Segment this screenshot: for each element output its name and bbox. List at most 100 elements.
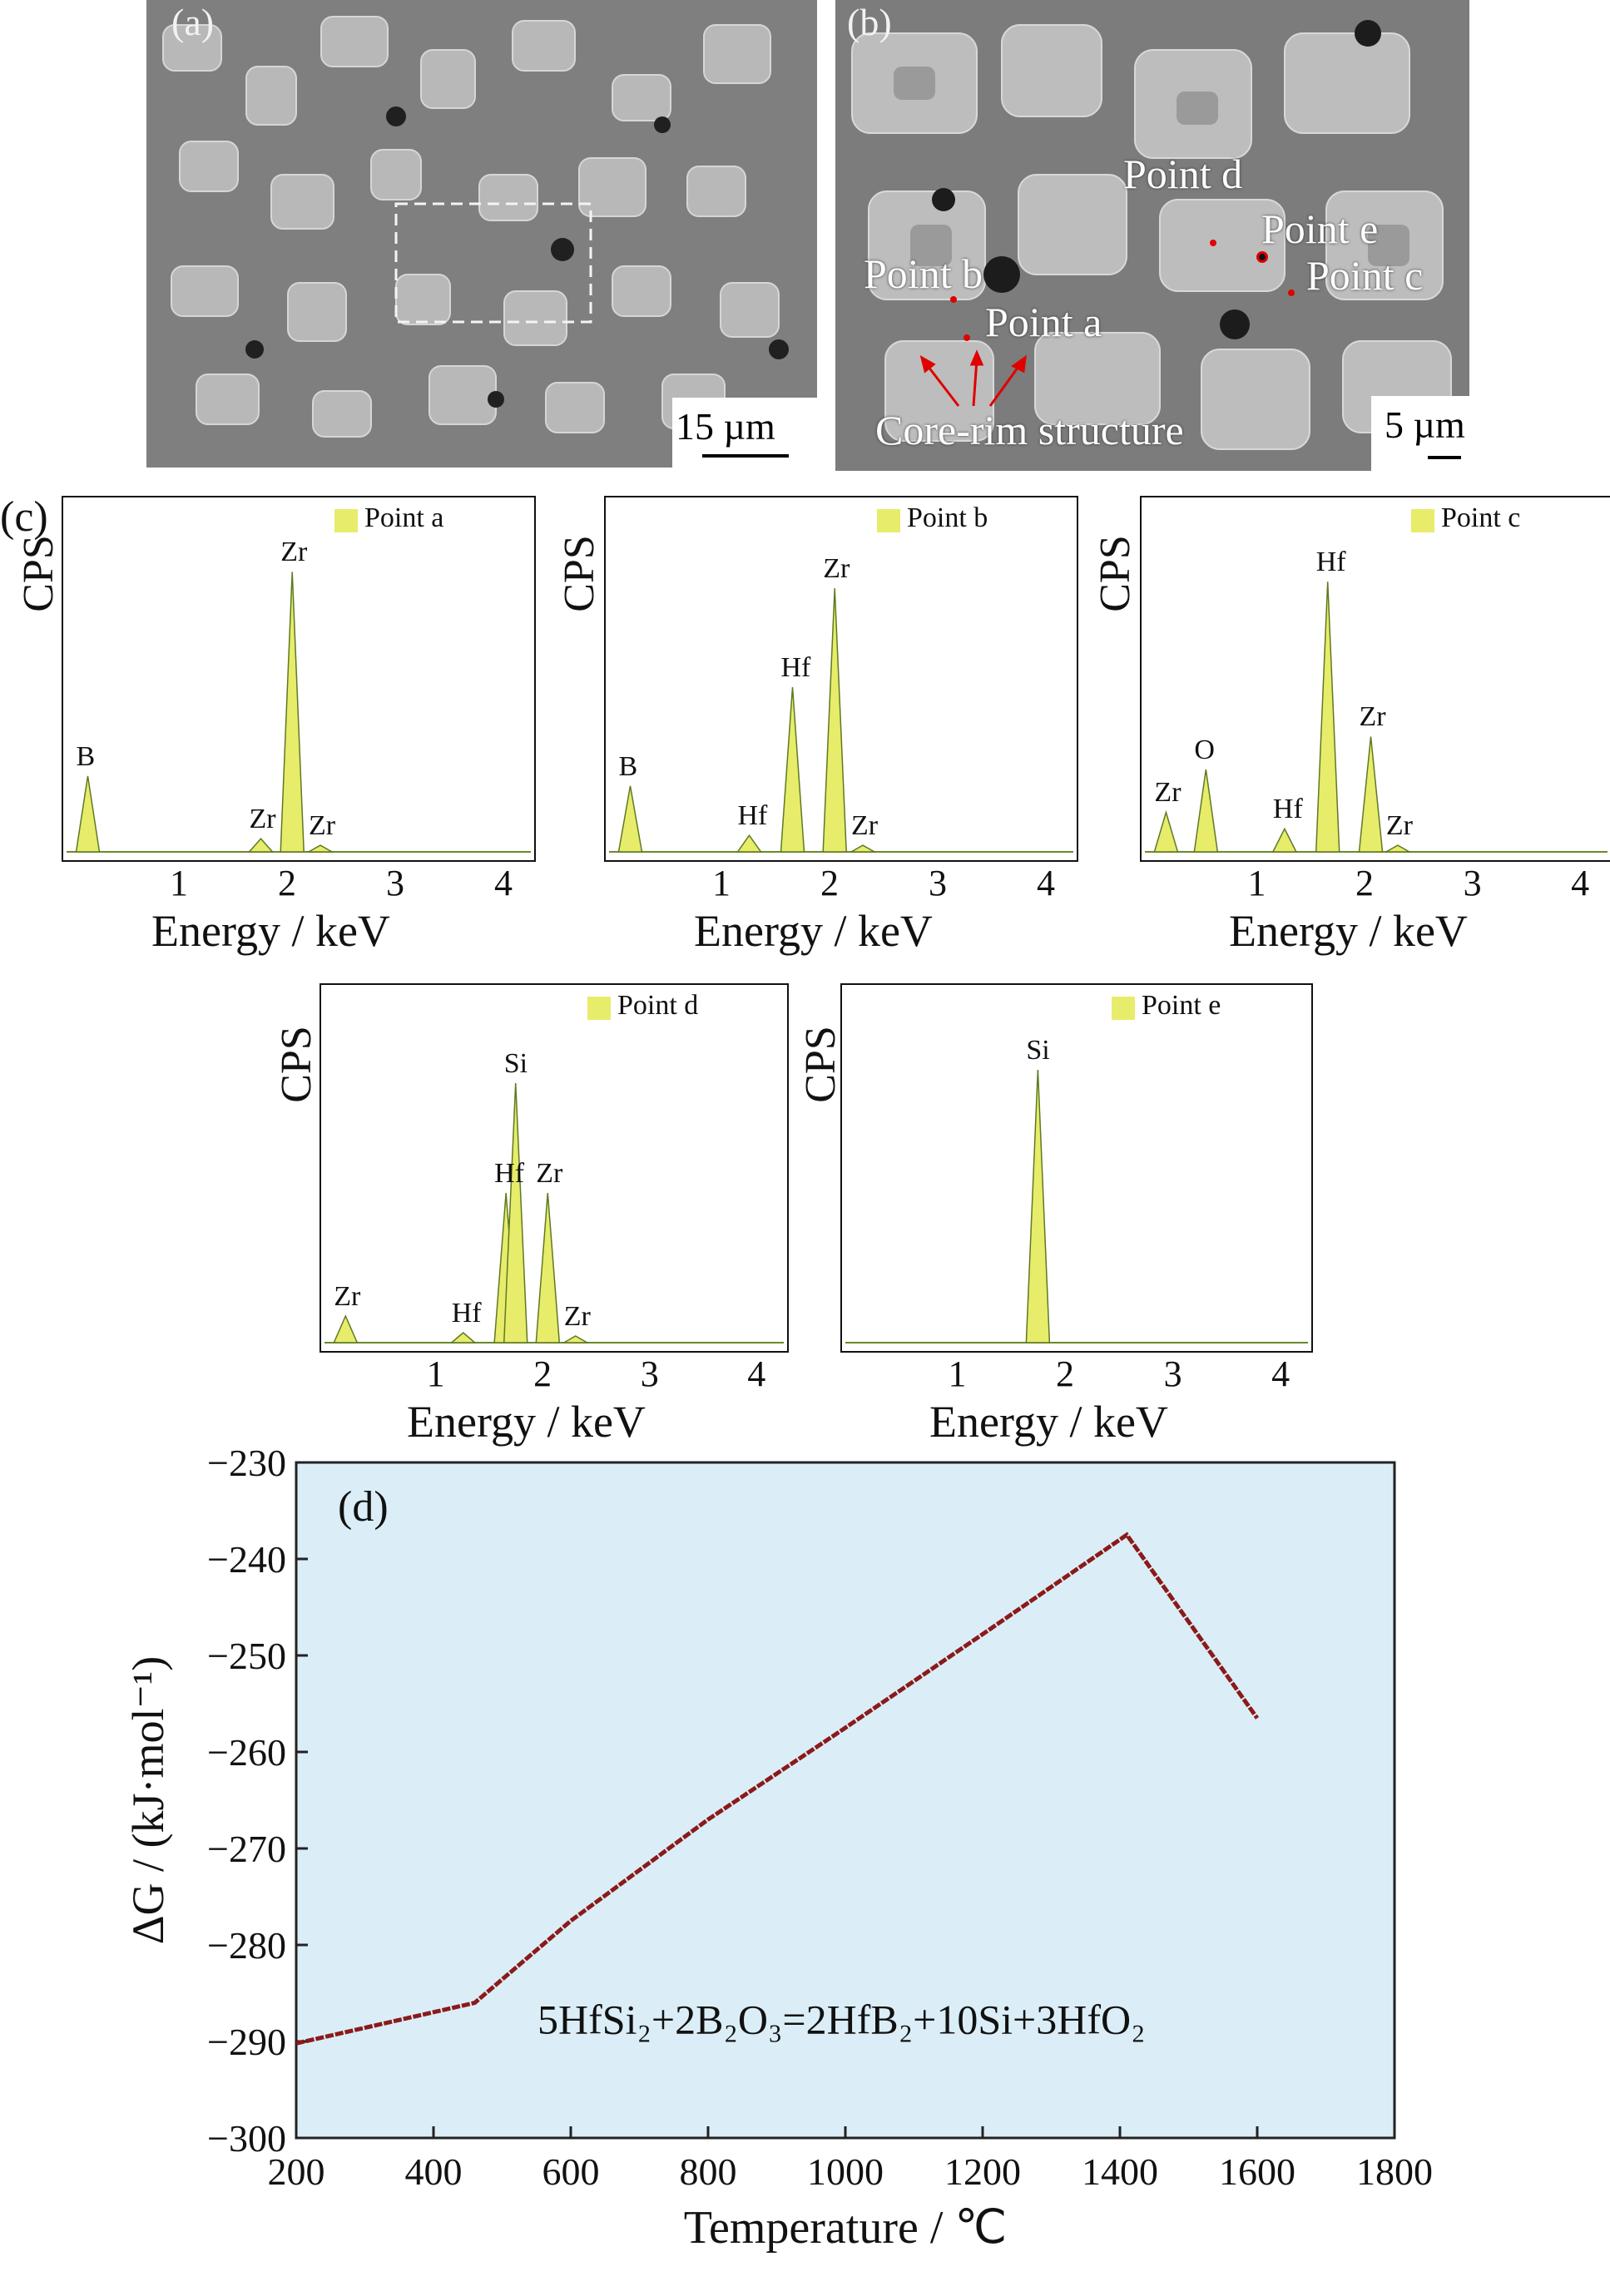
peak-label: B <box>76 740 96 772</box>
x-tick-label: 4 <box>747 1353 766 1394</box>
peak-label: Zr <box>249 804 276 835</box>
eds-spectrum-3: Zr O Hf Hf Zr Zr Point c <box>1140 496 1610 862</box>
y-tick-label: −300 <box>207 2117 286 2160</box>
peak-label: Zr <box>1359 701 1386 733</box>
peak-label: O <box>1194 735 1215 765</box>
y-tick-label: −230 <box>207 1447 286 1484</box>
x-tick-label: 2 <box>1056 1353 1075 1394</box>
x-tick-label: 800 <box>680 2150 737 2193</box>
x-axis-title: Energy / keV <box>929 1397 1168 1447</box>
x-axis-title: Energy / keV <box>694 906 933 956</box>
x-tick-label: 1 <box>170 863 188 903</box>
peak-label: Zr <box>1385 810 1413 842</box>
x-tick-label: 3 <box>1163 1353 1182 1394</box>
spectrum-peak <box>1153 809 1179 853</box>
y-axis-title: CPS <box>1091 535 1139 612</box>
spectrum-plot <box>609 588 1073 853</box>
marker-point-d <box>1210 240 1216 246</box>
legend-swatch <box>334 509 358 532</box>
panel-letter-d: (d) <box>338 1483 389 1531</box>
x-tick-label: 3 <box>1463 863 1482 903</box>
y-axis-title: CPS <box>272 1026 320 1103</box>
label-point-c: Point c <box>1306 252 1424 299</box>
label-core-rim-structure: Core-rim structure <box>875 407 1184 453</box>
label-point-b: Point b <box>864 250 983 297</box>
spectrum-plot <box>324 1082 784 1343</box>
x-tick-label: 1000 <box>807 2150 884 2193</box>
y-tick-label: −250 <box>207 1635 286 1677</box>
legend-swatch <box>587 997 611 1020</box>
y-tick-label: −260 <box>207 1731 286 1774</box>
series-line <box>295 1531 1260 2046</box>
peak-label: B <box>618 750 638 782</box>
x-axis-title: Energy / keV <box>151 906 390 956</box>
spectrum-plot <box>845 1069 1308 1343</box>
spectrum-plot <box>67 572 531 853</box>
x-axis-title: Temperature / ℃ <box>684 2202 1008 2254</box>
spectrum-peak <box>247 838 275 853</box>
legend-label: Point d <box>617 990 699 1021</box>
peak-label: Zr <box>1154 777 1181 809</box>
peak-label: Zr <box>823 553 850 585</box>
eds-spectrum-1: B Zr Zr Zr Point a <box>62 496 536 862</box>
x-tick-label: 3 <box>640 1353 659 1394</box>
panel-letter-c: (c) <box>0 493 48 541</box>
x-tick-label: 4 <box>1037 863 1055 903</box>
spectrum-peak <box>736 834 762 853</box>
legend-swatch <box>877 509 900 532</box>
sem-micrograph-a: (a) 15 µm <box>146 0 817 468</box>
scale-bar-b <box>1428 456 1461 459</box>
spectrum-peak <box>306 844 334 853</box>
x-tick-label: 1 <box>712 863 731 903</box>
x-tick-label: 2 <box>533 1353 552 1394</box>
spectrum-peak <box>822 588 847 853</box>
x-axis-title: Energy / keV <box>407 1397 646 1447</box>
x-tick-label: 1600 <box>1219 2150 1295 2193</box>
x-tick-label: 1 <box>1247 863 1266 903</box>
legend-label: Point a <box>364 502 444 533</box>
micrograph-texture-b <box>835 0 1469 471</box>
x-tick-label: 1 <box>948 1353 967 1394</box>
label-point-e: Point e <box>1261 205 1379 252</box>
spectrum-peak <box>1025 1069 1051 1343</box>
peak-label: Hf <box>737 800 768 832</box>
spectrum-peak <box>280 572 305 853</box>
plot-area <box>295 1461 1396 2140</box>
peak-label: Zr <box>334 1281 361 1312</box>
legend-label: Point c <box>1441 502 1521 533</box>
spectrum-peak <box>617 785 643 853</box>
x-tick-label: 1400 <box>1082 2150 1158 2193</box>
y-axis-title: CPS <box>555 535 603 612</box>
x-tick-label: 3 <box>386 863 404 903</box>
gibbs-chart-svg: 200 400 600 800 1000 1200 1400 1600 1800 −230 −240… <box>123 1447 1433 2254</box>
gibbs-chart: 200 400 600 800 1000 1200 1400 1600 1800 −230 −240… <box>0 1447 1610 2296</box>
spectrum-peak <box>333 1314 359 1343</box>
peak-label: Zr <box>563 1301 591 1332</box>
spectrum-peak <box>1384 844 1412 853</box>
peak-label: Si <box>503 1048 528 1079</box>
peak-label: Hf <box>1315 547 1346 578</box>
spectrum-peak <box>1271 827 1298 853</box>
y-tick-label: −240 <box>207 1538 286 1581</box>
peak-label: Zr <box>280 537 308 568</box>
label-point-a: Point a <box>985 299 1102 345</box>
marker-point-a <box>964 334 970 341</box>
label-point-d: Point d <box>1123 151 1243 197</box>
x-tick-label: 3 <box>929 863 947 903</box>
spectrum-plot <box>1145 581 1608 853</box>
x-tick-label: 600 <box>542 2150 600 2193</box>
reaction-annotation: 5HfSi₂+2B₂O₃=2HfB₂+10Si+3HfO₂ <box>537 1997 1146 2043</box>
spectrum-peak <box>1358 736 1384 853</box>
peak-label: Si <box>1026 1035 1050 1066</box>
spectrum-peak <box>1315 581 1340 853</box>
micrograph-texture-a <box>146 0 817 468</box>
eds-spectrum-5: Si Point e <box>840 983 1313 1353</box>
x-tick-label: 2 <box>1355 863 1375 903</box>
legend-label: Point e <box>1142 990 1221 1021</box>
x-tick-label: 2 <box>278 863 296 903</box>
eds-spectrum-2: B Hf Hf Zr Zr Point b <box>604 496 1078 862</box>
spectrum-peak <box>849 844 877 853</box>
spectrum-peak <box>75 775 101 853</box>
marker-point-b <box>950 296 957 303</box>
scale-bar-a <box>702 454 789 458</box>
